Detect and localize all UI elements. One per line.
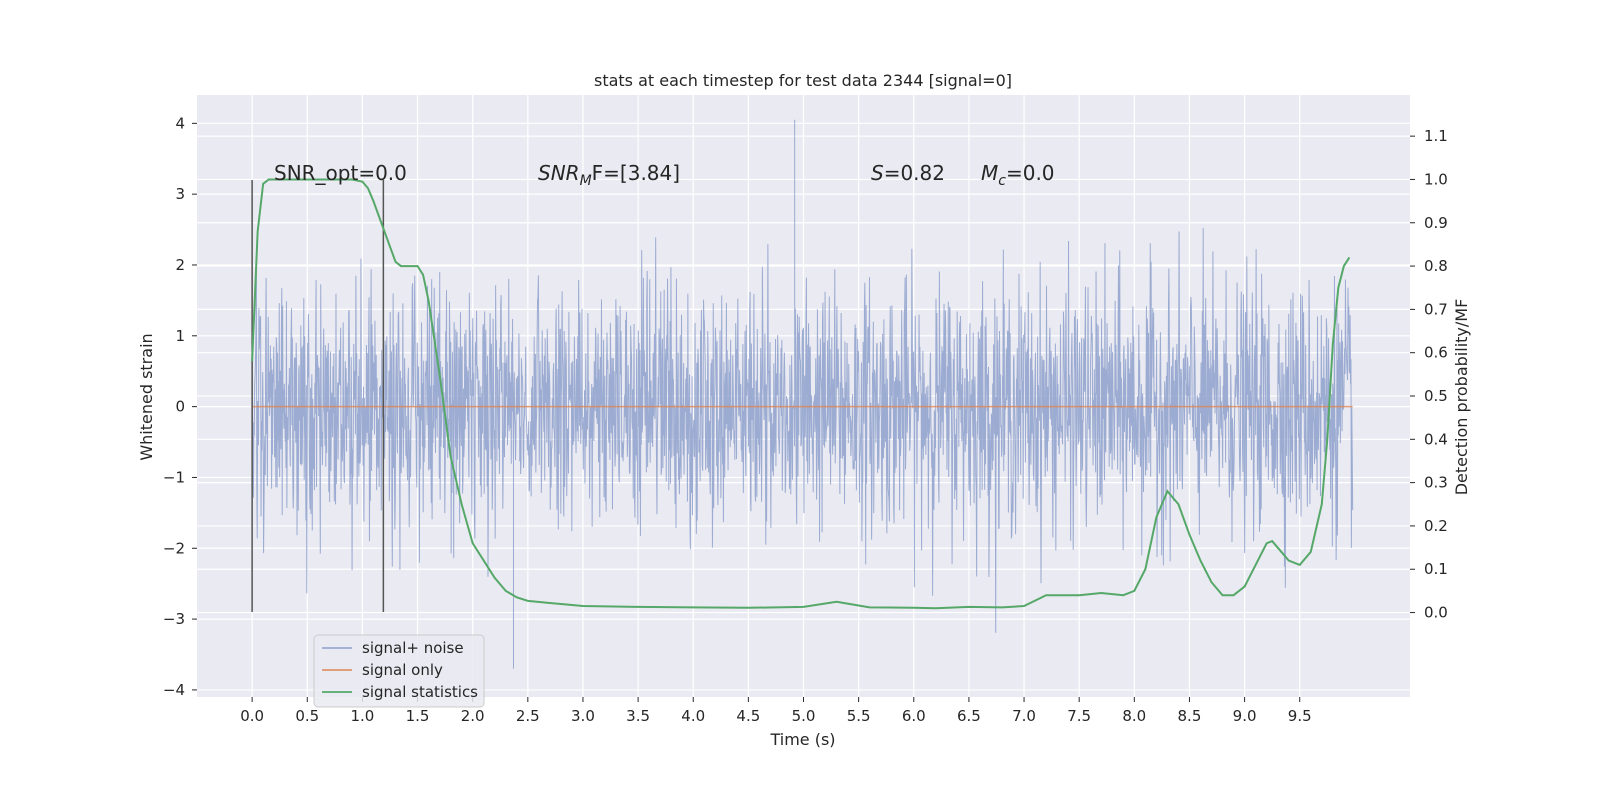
y-left-tick-label: −3 — [163, 610, 185, 628]
x-tick-label: 3.0 — [571, 707, 595, 725]
x-tick-label: 2.5 — [516, 707, 540, 725]
x-tick-label: 9.5 — [1288, 707, 1312, 725]
snr-opt-text: SNR_opt=0.0 — [274, 161, 407, 185]
y-right-tick-label: 0.4 — [1424, 430, 1448, 448]
x-tick-label: 8.0 — [1122, 707, 1146, 725]
y-right-tick-label: 1.1 — [1424, 127, 1448, 145]
y-right-tick-label: 0.0 — [1424, 604, 1448, 622]
legend-label-signal: signal only — [362, 661, 443, 679]
y-left-tick-label: 4 — [175, 114, 185, 132]
y-left-axis-ticks: −4 −3 −2 −1 0 1 2 3 4 — [163, 114, 197, 699]
y-left-tick-label: 3 — [175, 185, 185, 203]
y-left-tick-label: 0 — [175, 398, 185, 416]
y-right-tick-label: 0.3 — [1424, 474, 1448, 492]
x-tick-label: 3.5 — [626, 707, 650, 725]
s-var: S — [871, 161, 884, 185]
y-right-axis-label: Detection probability/MF — [1452, 299, 1471, 496]
x-tick-label: 6.0 — [902, 707, 926, 725]
y-right-tick-label: 0.9 — [1424, 214, 1448, 232]
y-right-tick-label: 0.8 — [1424, 257, 1448, 275]
signal-statistics-series — [251, 178, 1351, 610]
snr-opt-annotation: SNR_opt=0.0 — [274, 161, 407, 185]
y-right-tick-label: 0.1 — [1424, 560, 1448, 578]
x-axis-label: Time (s) — [769, 730, 835, 749]
x-tick-label: 4.0 — [681, 707, 705, 725]
y-right-tick-label: 0.7 — [1424, 300, 1448, 318]
x-axis-ticks: 0.0 0.5 1.0 1.5 2.0 2.5 3.0 3.5 4.0 4.5 5.0 5.5 6.0 6… — [240, 697, 1312, 725]
x-tick-label: 7.5 — [1067, 707, 1091, 725]
noise-series — [251, 119, 1354, 669]
y-right-tick-label: 1.0 — [1424, 170, 1448, 188]
y-left-tick-label: 2 — [175, 256, 185, 274]
y-right-tick-label: 0.6 — [1424, 344, 1448, 362]
x-tick-label: 8.5 — [1178, 707, 1202, 725]
y-right-tick-label: 0.2 — [1424, 517, 1448, 535]
x-tick-label: 7.0 — [1012, 707, 1036, 725]
mc-value: =0.0 — [1006, 161, 1055, 185]
vertical-markers — [251, 179, 385, 613]
s-annotation: S=0.82 — [871, 161, 945, 185]
legend-label-noise: signal+ noise — [362, 639, 464, 657]
legend-box — [313, 634, 485, 708]
y-left-tick-label: −1 — [163, 468, 185, 486]
grid — [197, 95, 1410, 697]
x-tick-label: 4.5 — [736, 707, 760, 725]
y-right-axis-ticks: 0.0 0.1 0.2 0.3 0.4 0.5 0.6 0.7 0.8 0.9 1.0 1.1 — [1410, 127, 1448, 622]
x-tick-label: 1.5 — [406, 707, 430, 725]
snr-mf-suffix: F=[3.84] — [592, 161, 680, 185]
y-right-tick-label: 0.5 — [1424, 387, 1448, 405]
x-tick-label: 0.0 — [240, 707, 264, 725]
mc-sub: c — [998, 173, 1006, 189]
s-value: =0.82 — [884, 161, 945, 185]
y-left-tick-label: −4 — [163, 681, 185, 699]
noise-trace — [251, 119, 1354, 669]
x-tick-label: 2.0 — [461, 707, 485, 725]
x-tick-label: 6.5 — [957, 707, 981, 725]
signal-statistics-line — [251, 178, 1351, 610]
chart-title: stats at each timestep for test data 234… — [594, 71, 1012, 90]
y-left-tick-label: 1 — [175, 327, 185, 345]
y-left-axis-label: Whitened strain — [137, 333, 156, 460]
y-left-tick-label: −2 — [163, 539, 185, 557]
x-tick-label: 5.5 — [847, 707, 871, 725]
x-tick-label: 0.5 — [295, 707, 319, 725]
x-tick-label: 1.0 — [350, 707, 374, 725]
snr-mf-sub: M — [580, 173, 592, 189]
snr-mf-annotation: SNRMF=[3.84] — [538, 161, 680, 189]
mc-var: M — [981, 161, 998, 185]
x-tick-label: 9.0 — [1233, 707, 1257, 725]
snr-mf-prefix: SNR — [538, 161, 580, 185]
legend-label-stats: signal statistics — [362, 683, 478, 701]
legend: signal+ noise signal only signal statist… — [313, 634, 485, 708]
x-tick-label: 5.0 — [792, 707, 816, 725]
mc-annotation: Mc=0.0 — [981, 161, 1055, 189]
